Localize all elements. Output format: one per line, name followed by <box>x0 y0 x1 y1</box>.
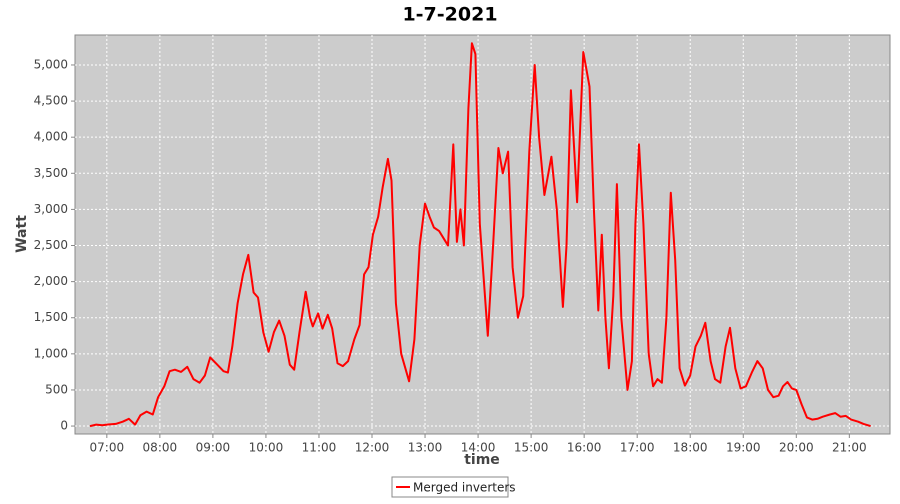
y-tick-label: 1,000 <box>34 346 68 360</box>
x-tick-label: 08:00 <box>143 441 178 455</box>
x-tick-label: 18:00 <box>673 441 708 455</box>
x-tick-label: 20:00 <box>779 441 814 455</box>
x-axis-label: time <box>464 452 500 468</box>
legend-label: Merged inverters <box>413 481 516 495</box>
y-tick-label: 4,000 <box>34 130 68 144</box>
x-tick-label: 15:00 <box>514 441 549 455</box>
y-tick-label: 2,500 <box>34 238 68 252</box>
x-tick-label: 12:00 <box>355 441 390 455</box>
x-tick-label: 10:00 <box>249 441 284 455</box>
x-tick-label: 16:00 <box>567 441 602 455</box>
x-tick-label: 07:00 <box>90 441 125 455</box>
x-tick-label: 14:00 <box>461 441 496 455</box>
x-tick-label: 09:00 <box>196 441 231 455</box>
y-tick-label: 1,500 <box>34 310 68 324</box>
y-tick-label: 5,000 <box>34 57 68 71</box>
y-tick-label: 3,500 <box>34 166 68 180</box>
x-tick-label: 11:00 <box>302 441 337 455</box>
series-line <box>89 42 871 428</box>
x-tick-label: 21:00 <box>832 441 867 455</box>
y-tick-label: 0 <box>60 419 68 433</box>
y-tick-label: 4,500 <box>34 94 68 108</box>
x-tick-label: 13:00 <box>408 441 443 455</box>
y-tick-label: 3,000 <box>34 202 68 216</box>
x-tick-label: 17:00 <box>620 441 655 455</box>
legend-box <box>391 476 509 498</box>
y-tick-label: 500 <box>45 382 68 396</box>
chart-title: 1-7-2021 <box>402 4 497 26</box>
x-tick-label: 19:00 <box>726 441 761 455</box>
y-tick-label: 2,000 <box>34 274 68 288</box>
y-axis-label: Watt <box>14 215 30 253</box>
plot-area <box>74 34 891 435</box>
